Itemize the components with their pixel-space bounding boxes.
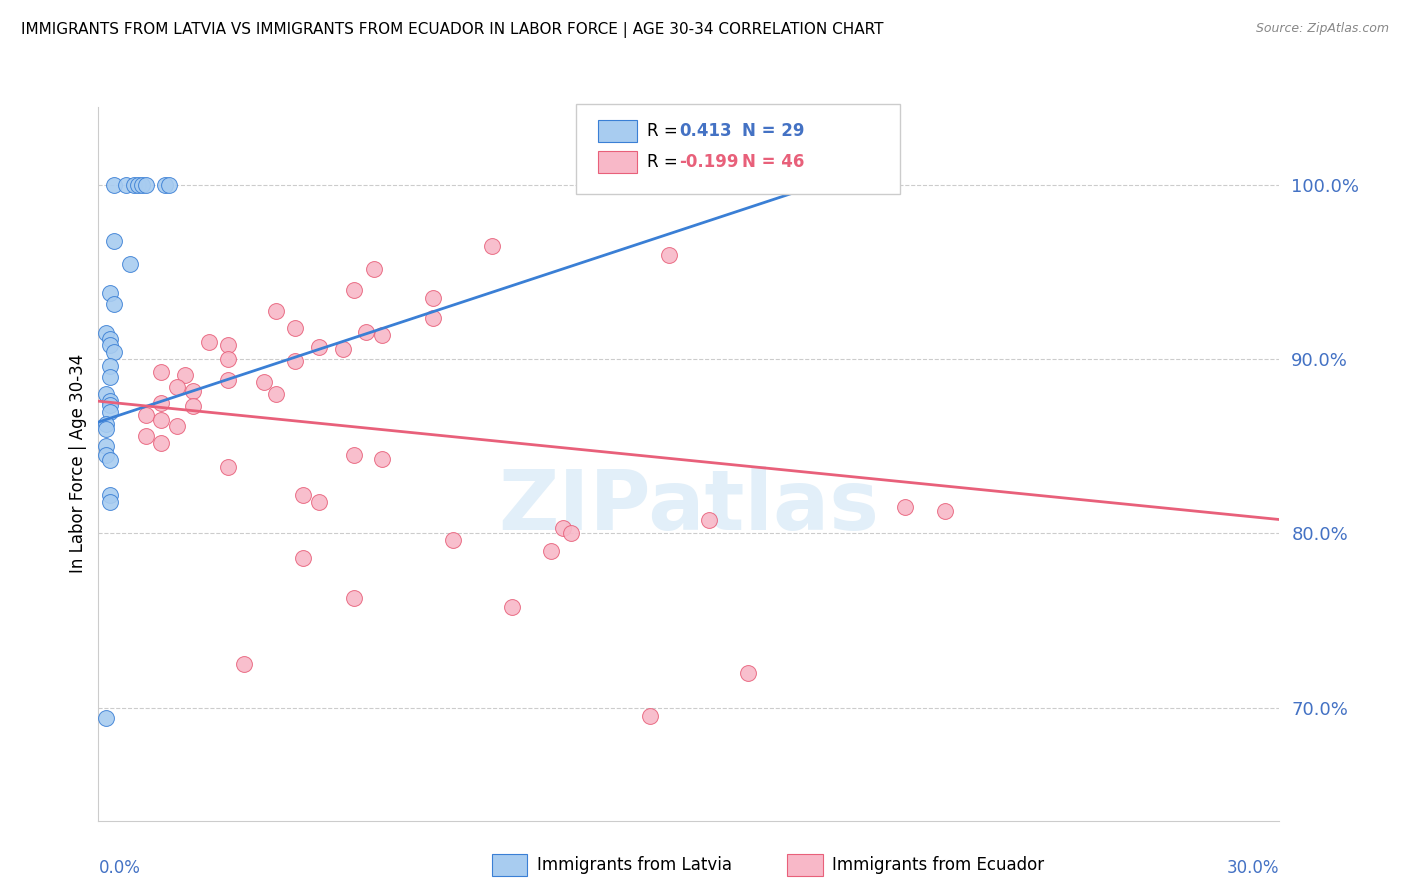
Point [150, 396, 173, 410]
Point [217, 460, 239, 475]
Point [441, 533, 464, 548]
Point [217, 338, 239, 352]
Text: 30.0%: 30.0% [1227, 859, 1279, 877]
Point [157, 178, 180, 193]
Point [264, 303, 287, 318]
Point [658, 248, 681, 262]
Point [166, 418, 188, 433]
Point [103, 296, 125, 310]
Point [150, 413, 173, 427]
Point [343, 591, 366, 605]
Point [174, 368, 197, 382]
Point [96, 422, 118, 436]
Point [98, 404, 121, 418]
Point [422, 292, 444, 306]
Point [217, 352, 239, 367]
Point [934, 504, 956, 518]
Text: ZIPatlas: ZIPatlas [499, 467, 879, 547]
Point [98, 488, 121, 502]
Point [166, 380, 188, 394]
Point [737, 665, 759, 680]
Point [98, 332, 121, 346]
Point [501, 599, 523, 614]
Point [98, 398, 121, 412]
Point [96, 448, 118, 462]
Point [697, 512, 720, 526]
Point [96, 387, 118, 401]
Point [150, 436, 173, 450]
Point [135, 429, 157, 443]
Point [96, 326, 118, 341]
Point [135, 408, 157, 422]
Point [217, 373, 239, 387]
Point [560, 526, 582, 541]
Point [150, 365, 173, 379]
Point [284, 354, 307, 368]
Point [115, 178, 138, 193]
Point [308, 340, 330, 354]
Point [98, 453, 121, 467]
Text: R =: R = [647, 122, 683, 140]
Point [894, 500, 917, 515]
Point [264, 387, 287, 401]
Point [118, 257, 141, 271]
Point [363, 261, 385, 276]
Point [292, 488, 315, 502]
Point [343, 448, 366, 462]
Point [292, 550, 315, 565]
Point [131, 178, 153, 193]
Text: N = 29: N = 29 [742, 122, 804, 140]
Point [540, 544, 562, 558]
Point [96, 711, 118, 725]
Point [638, 709, 661, 723]
Text: N = 46: N = 46 [742, 153, 804, 171]
Point [308, 495, 330, 509]
Y-axis label: In Labor Force | Age 30-34: In Labor Force | Age 30-34 [69, 354, 87, 574]
Text: Source: ZipAtlas.com: Source: ZipAtlas.com [1256, 22, 1389, 36]
Point [122, 178, 145, 193]
Point [181, 400, 204, 414]
Text: -0.199: -0.199 [679, 153, 738, 171]
Text: Immigrants from Latvia: Immigrants from Latvia [537, 856, 733, 874]
Point [103, 234, 125, 248]
Point [155, 178, 177, 193]
Point [481, 239, 503, 253]
Point [181, 384, 204, 398]
Point [354, 325, 377, 339]
Point [371, 328, 394, 343]
Point [98, 286, 121, 301]
Point [98, 359, 121, 374]
Text: IMMIGRANTS FROM LATVIA VS IMMIGRANTS FROM ECUADOR IN LABOR FORCE | AGE 30-34 COR: IMMIGRANTS FROM LATVIA VS IMMIGRANTS FRO… [21, 22, 883, 38]
Point [135, 178, 157, 193]
Point [98, 369, 121, 384]
Point [233, 657, 256, 671]
Point [127, 178, 149, 193]
Point [98, 338, 121, 352]
Point [422, 310, 444, 325]
Point [96, 417, 118, 431]
Point [96, 439, 118, 453]
Text: Immigrants from Ecuador: Immigrants from Ecuador [832, 856, 1045, 874]
Point [343, 283, 366, 297]
Point [253, 375, 276, 389]
Text: R =: R = [647, 153, 683, 171]
Point [371, 451, 394, 466]
Text: 0.413: 0.413 [679, 122, 731, 140]
Text: 0.0%: 0.0% [98, 859, 141, 877]
Point [98, 394, 121, 409]
Point [197, 334, 219, 349]
Point [98, 495, 121, 509]
Point [551, 521, 574, 535]
Point [284, 321, 307, 335]
Point [332, 342, 354, 356]
Point [103, 345, 125, 359]
Point [103, 178, 125, 193]
